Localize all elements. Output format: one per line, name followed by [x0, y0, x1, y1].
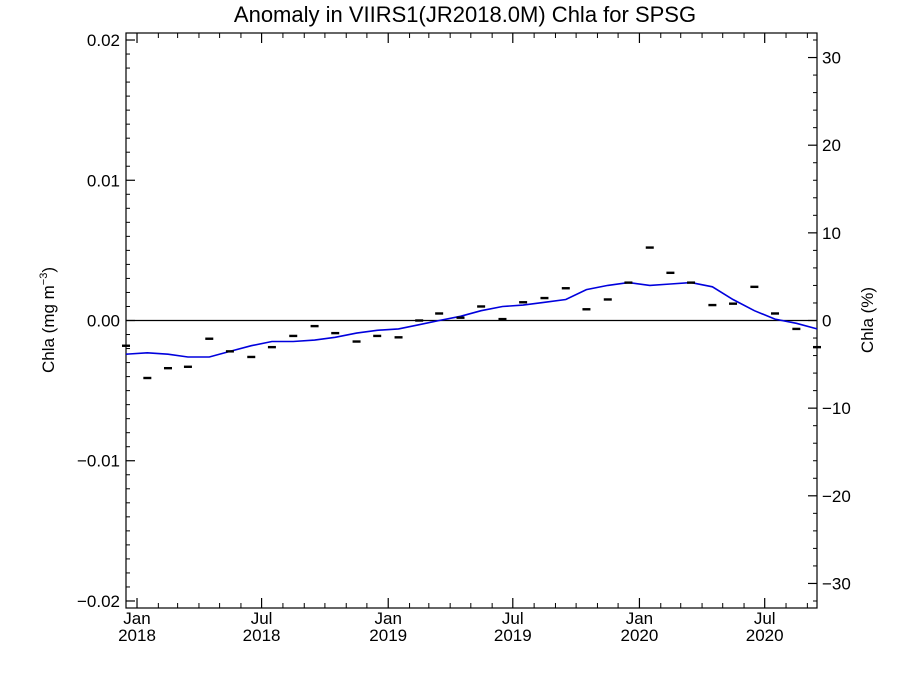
monthly-anomaly-series — [122, 246, 821, 380]
right-y-axis: 30 20 10 0 −10 −20 −30 — [808, 39, 851, 602]
right-tick-label: 30 — [822, 49, 841, 68]
x-tick-year: 2019 — [369, 626, 407, 645]
right-tick-label: −10 — [822, 399, 851, 418]
y-axis-label: Chla (mg m−3) — [38, 267, 58, 373]
left-tick-label: −0.02 — [77, 592, 120, 611]
left-tick-label: 0.02 — [87, 31, 120, 50]
y-axis-label-exponent: −3 — [38, 273, 50, 286]
x-tick-year: 2020 — [746, 626, 784, 645]
left-y-axis: 0.02 0.01 0.00 −0.01 −0.02 — [77, 31, 135, 611]
x-tick-year: 2018 — [243, 626, 281, 645]
y-axis-label-close: ) — [39, 267, 58, 273]
right-tick-label: 20 — [822, 136, 841, 155]
y-axis-label-main: Chla (mg m — [39, 285, 58, 373]
x-tick-month: Jul — [754, 609, 776, 628]
right-tick-label: −20 — [822, 487, 851, 506]
x-tick-year: 2020 — [621, 626, 659, 645]
x-axis: Jan2018Jul2018Jan2019Jul2019Jan2020Jul20… — [118, 33, 808, 645]
left-tick-label: 0.00 — [87, 312, 120, 331]
right-tick-label: 0 — [822, 312, 831, 331]
x-tick-month: Jul — [502, 609, 524, 628]
x-tick-month: Jan — [375, 609, 402, 628]
x-tick-year: 2019 — [494, 626, 532, 645]
x-tick-year: 2018 — [118, 626, 156, 645]
chart-title: Anomaly in VIIRS1(JR2018.0M) Chla for SP… — [234, 2, 696, 27]
x-tick-month: Jan — [626, 609, 653, 628]
x-tick-month: Jul — [251, 609, 273, 628]
left-tick-label: −0.01 — [77, 452, 120, 471]
left-tick-label: 0.01 — [87, 171, 120, 190]
smoothed-line — [125, 281, 818, 358]
smoothed-series — [125, 281, 818, 358]
right-axis-label: Chla (%) — [858, 287, 877, 353]
x-tick-month: Jan — [123, 609, 150, 628]
right-tick-label: −30 — [822, 574, 851, 593]
right-tick-label: 10 — [822, 224, 841, 243]
